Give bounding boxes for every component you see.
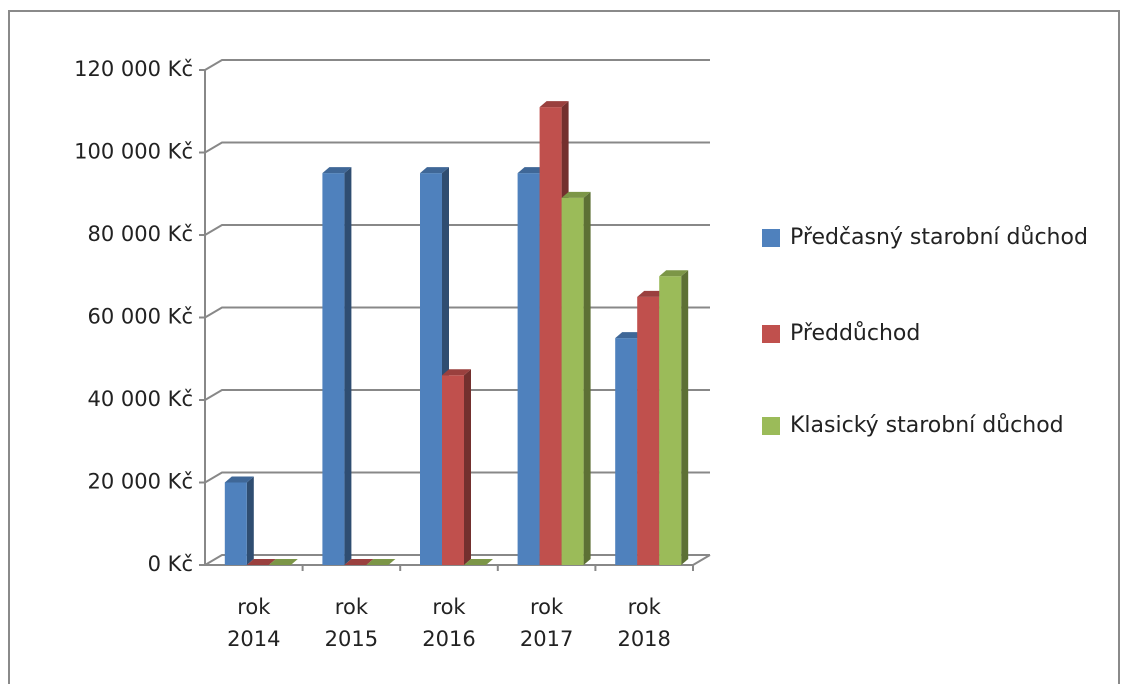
bar-side (246, 476, 254, 565)
y-tick-label: 100 000 Kč (74, 140, 193, 164)
x-tick-label: rok 2016 (422, 595, 476, 651)
bar-side (464, 369, 471, 565)
legend-swatch (762, 325, 780, 343)
bar (637, 296, 660, 565)
bar-top (464, 559, 493, 565)
bar-top (322, 167, 352, 174)
bar (615, 338, 638, 565)
bar-top (366, 559, 396, 565)
y-tick-label: 20 000 Kč (88, 470, 193, 494)
bar (561, 197, 584, 565)
bar-top (517, 167, 547, 174)
bar-top (420, 167, 449, 174)
y-tick-label: 80 000 Kč (88, 222, 193, 246)
y-tick-label: 60 000 Kč (88, 305, 193, 329)
bar-top (224, 476, 254, 483)
bar (224, 482, 247, 565)
bar-top (637, 290, 667, 297)
chart-frame (8, 10, 1120, 684)
bar-top (539, 101, 569, 108)
legend-swatch (762, 417, 780, 435)
bar-top (615, 332, 645, 339)
bar-top (442, 369, 471, 376)
legend-label: Klasický starobní důchod (790, 413, 1064, 438)
bar-top (246, 559, 276, 565)
x-tick-label: rok 2015 (324, 595, 379, 651)
legend-item: Předdůchod (762, 316, 1110, 352)
bar (539, 107, 562, 565)
legend-swatch (762, 229, 780, 247)
y-tick-label: 0 Kč (148, 552, 193, 576)
bar-side (583, 191, 591, 565)
bar-top (268, 559, 298, 565)
bar (517, 173, 540, 565)
bar (659, 276, 682, 565)
x-tick-label: rok 2014 (227, 595, 281, 651)
bar (442, 375, 464, 565)
legend-label: Předdůchod (790, 321, 921, 346)
bar-side (344, 167, 352, 565)
grid-line (204, 141, 710, 154)
legend-item: Klasický starobní důchod (762, 408, 1110, 444)
grid-line (204, 224, 710, 236)
bar-top (659, 270, 689, 277)
legend-label: Předčasný starobní důchod (790, 225, 1088, 250)
y-tick-label: 120 000 Kč (74, 57, 193, 81)
bar (322, 173, 345, 565)
bar-top (561, 191, 591, 198)
bar-top (344, 559, 374, 565)
bar (420, 173, 442, 565)
y-tick-label: 40 000 Kč (88, 387, 193, 411)
bar-side (681, 270, 689, 565)
x-tick-label: rok 2018 (617, 595, 671, 651)
x-tick-label: rok 2017 (519, 595, 574, 651)
legend-item: Předčasný starobní důchod (762, 220, 1110, 256)
floor-edge (692, 554, 711, 566)
grid-line (204, 59, 710, 71)
grid-line (204, 306, 710, 319)
